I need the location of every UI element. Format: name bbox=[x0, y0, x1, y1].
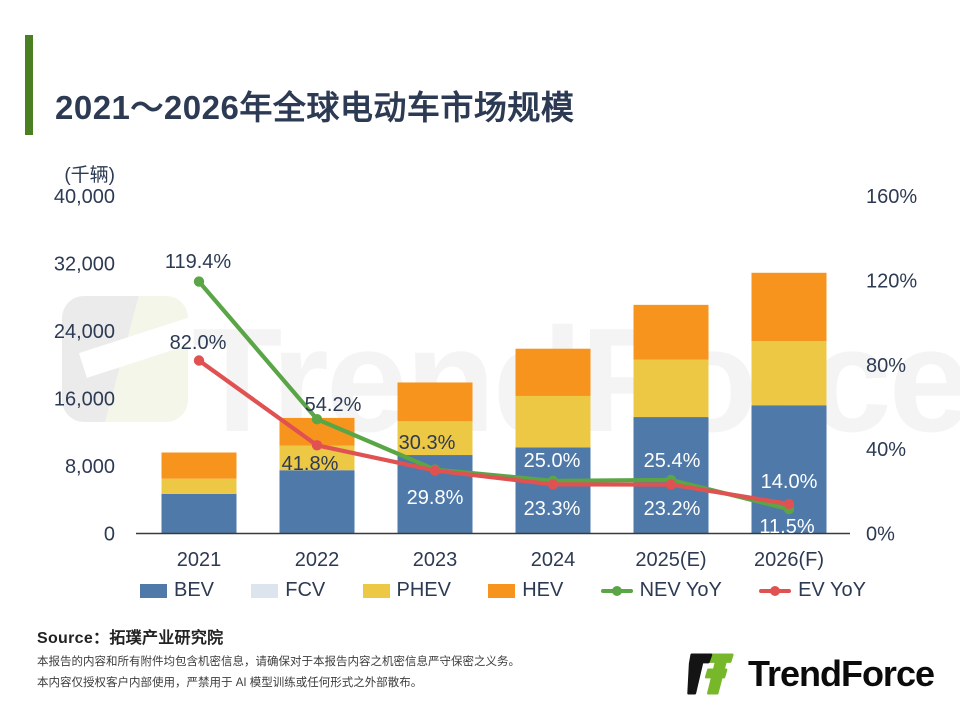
legend-label: HEV bbox=[522, 579, 564, 601]
legend-label: EV YoY bbox=[798, 579, 866, 601]
left-axis-unit-label: (千辆) bbox=[64, 165, 115, 186]
svg-text:0%: 0% bbox=[866, 524, 895, 546]
legend-label: FCV bbox=[285, 579, 326, 601]
svg-text:80%: 80% bbox=[866, 355, 906, 377]
confidentiality-line-2: 本内容仅授权客户内部使用，严禁用于 AI 模型训练或任何形式之外部散布。 bbox=[37, 677, 423, 690]
svg-text:160%: 160% bbox=[866, 186, 917, 208]
nev-yoy-line-icon bbox=[600, 585, 633, 596]
svg-text:8,000: 8,000 bbox=[65, 456, 115, 478]
title-accent-bar bbox=[25, 35, 33, 135]
svg-text:40%: 40% bbox=[866, 439, 906, 461]
legend-label: BEV bbox=[174, 579, 215, 601]
svg-text:23.3%: 23.3% bbox=[524, 498, 581, 520]
ev-yoy-line-icon bbox=[759, 585, 792, 596]
legend-label: NEV YoY bbox=[639, 579, 722, 601]
chart-legend: BEV FCV PHEV HEV NEV YoY EV YoY bbox=[140, 579, 866, 602]
legend-item-fcv: FCV bbox=[251, 579, 325, 602]
svg-text:2023: 2023 bbox=[413, 549, 458, 571]
svg-text:16,000: 16,000 bbox=[54, 389, 115, 411]
hev-swatch-icon bbox=[488, 583, 516, 598]
svg-text:119.4%: 119.4% bbox=[165, 251, 232, 273]
legend-item-phev: PHEV bbox=[362, 579, 451, 602]
svg-text:41.8%: 41.8% bbox=[282, 453, 339, 475]
svg-text:25.4%: 25.4% bbox=[644, 450, 701, 472]
confidentiality-line-1: 本报告的内容和所有附件均包含机密信息，请确保对于本报告内容之机密信息严守保密之义… bbox=[37, 656, 520, 668]
legend-label: PHEV bbox=[396, 579, 451, 601]
svg-text:40,000: 40,000 bbox=[54, 186, 115, 208]
svg-text:24,000: 24,000 bbox=[54, 321, 115, 343]
svg-text:29.8%: 29.8% bbox=[407, 487, 464, 509]
confidentiality-note: 本报告的内容和所有附件均包含机密信息，请确保对于本报告内容之机密信息严守保密之义… bbox=[37, 652, 597, 695]
svg-text:2022: 2022 bbox=[295, 549, 340, 571]
svg-text:2026(F): 2026(F) bbox=[754, 549, 824, 571]
svg-text:0: 0 bbox=[104, 524, 115, 546]
svg-text:32,000: 32,000 bbox=[54, 254, 115, 276]
svg-text:2021: 2021 bbox=[177, 549, 222, 571]
trendforce-logo: TrendForce bbox=[686, 648, 935, 700]
svg-text:2025(E): 2025(E) bbox=[635, 549, 706, 571]
phev-swatch-icon bbox=[362, 583, 390, 598]
svg-text:2024: 2024 bbox=[531, 549, 576, 571]
svg-text:30.3%: 30.3% bbox=[399, 432, 456, 454]
svg-text:11.5%: 11.5% bbox=[759, 516, 814, 538]
svg-text:14.0%: 14.0% bbox=[761, 471, 818, 493]
page-title: 2021～2026年全球电动车市场规模 bbox=[55, 89, 575, 127]
svg-text:25.0%: 25.0% bbox=[524, 450, 581, 472]
source-line: Source：拓璞产业研究院 bbox=[37, 630, 224, 647]
svg-text:23.2%: 23.2% bbox=[644, 498, 701, 520]
legend-item-nev-yoy: NEV YoY bbox=[600, 579, 722, 602]
trendforce-wordmark: TrendForce bbox=[747, 653, 935, 694]
legend-item-ev-yoy: EV YoY bbox=[759, 579, 866, 602]
svg-text:82.0%: 82.0% bbox=[170, 332, 227, 354]
svg-text:120%: 120% bbox=[866, 270, 917, 292]
fcv-swatch-icon bbox=[251, 583, 279, 598]
svg-text:54.2%: 54.2% bbox=[305, 394, 362, 416]
bev-swatch-icon bbox=[140, 583, 167, 598]
legend-item-bev: BEV bbox=[140, 579, 214, 602]
legend-item-hev: HEV bbox=[488, 579, 563, 602]
trendforce-logo-icon bbox=[687, 653, 734, 695]
